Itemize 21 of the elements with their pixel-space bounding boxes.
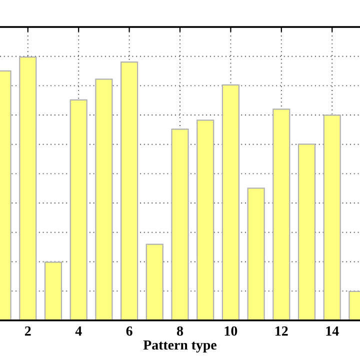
bar <box>19 56 37 320</box>
bar <box>272 108 290 320</box>
x-tick-label: 12 <box>276 326 288 336</box>
bar <box>120 61 138 320</box>
bar <box>298 144 316 320</box>
x-tick-label: 14 <box>326 326 339 336</box>
x-tick-label: 10 <box>224 326 238 336</box>
bar <box>323 114 341 320</box>
bar <box>95 78 113 320</box>
x-tick-label: 4 <box>75 326 82 336</box>
bar <box>222 84 240 320</box>
x-tick-label: 6 <box>126 326 132 336</box>
bar <box>44 262 62 320</box>
bar <box>196 120 214 320</box>
x-tick-label: 8 <box>176 326 184 336</box>
bar <box>146 244 164 320</box>
bar <box>70 99 88 320</box>
bar <box>171 128 189 320</box>
x-axis-title: Pattern type <box>143 340 216 353</box>
bar <box>247 188 265 320</box>
x-tick-label: 2 <box>25 326 31 336</box>
